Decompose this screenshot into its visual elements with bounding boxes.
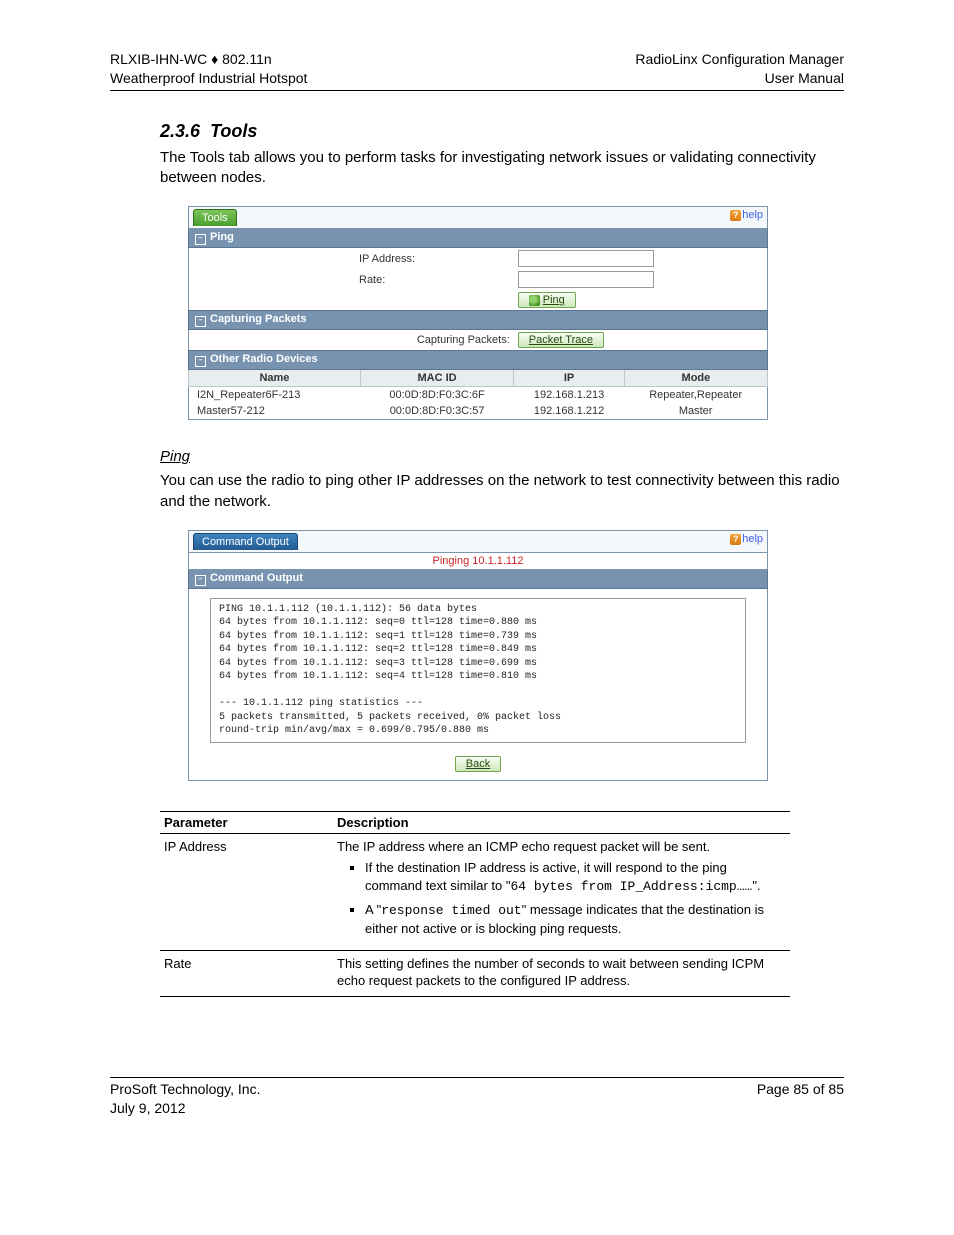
ip-address-label: IP Address: (189, 248, 514, 270)
section-heading: 2.3.6 Tools (160, 121, 844, 142)
param-rate-name: Rate (160, 950, 333, 996)
tab-tools[interactable]: Tools (193, 209, 237, 226)
help-link[interactable]: ?help (730, 533, 763, 545)
back-button[interactable]: Back (455, 756, 501, 772)
param-head-parameter: Parameter (160, 811, 333, 833)
rate-input[interactable] (518, 271, 654, 288)
header-left-1: RLXIB-IHN-WC ♦ 802.11n (110, 50, 307, 69)
help-icon: ? (730, 210, 741, 221)
header-left-2: Weatherproof Industrial Hotspot (110, 69, 307, 88)
col-mode: Mode (624, 370, 767, 387)
param-rate-desc: This setting defines the number of secon… (333, 950, 790, 996)
ip-address-input[interactable] (518, 250, 654, 267)
command-output-text: PING 10.1.1.112 (10.1.1.112): 56 data by… (210, 598, 746, 743)
command-output-panel: Command Output ?help Pinging 10.1.1.112 … (188, 530, 768, 781)
other-devices-section-label: Other Radio Devices (210, 353, 318, 365)
col-ip: IP (514, 370, 625, 387)
ping-button[interactable]: Ping (518, 292, 576, 308)
capturing-section-label: Capturing Packets (210, 313, 307, 325)
header-right-1: RadioLinx Configuration Manager (635, 50, 844, 69)
ping-paragraph: You can use the radio to ping other IP a… (160, 471, 844, 512)
ping-subheading: Ping (160, 448, 844, 465)
packet-trace-button[interactable]: Packet Trace (518, 332, 604, 348)
collapse-icon[interactable]: – (195, 316, 206, 327)
help-link[interactable]: ?help (730, 209, 763, 221)
capturing-label: Capturing Packets: (189, 330, 514, 351)
col-mac: MAC ID (360, 370, 513, 387)
document-footer: ProSoft Technology, Inc. July 9, 2012 Pa… (110, 1077, 844, 1118)
section-number: 2.3.6 (160, 121, 200, 141)
help-icon: ? (730, 534, 741, 545)
intro-paragraph: The Tools tab allows you to perform task… (160, 148, 844, 189)
footer-left-2: July 9, 2012 (110, 1099, 260, 1118)
document-header: RLXIB-IHN-WC ♦ 802.11n Weatherproof Indu… (110, 50, 844, 91)
ping-status: Pinging 10.1.1.112 (189, 552, 768, 569)
param-head-description: Description (333, 811, 790, 833)
device-row: I2N_Repeater6F-213 00:0D:8D:F0:3C:6F 192… (189, 387, 768, 404)
footer-left-1: ProSoft Technology, Inc. (110, 1080, 260, 1099)
ping-section-label: Ping (210, 231, 234, 243)
collapse-icon[interactable]: – (195, 234, 206, 245)
collapse-icon[interactable]: – (195, 356, 206, 367)
device-row: Master57-212 00:0D:8D:F0:3C:57 192.168.1… (189, 403, 768, 420)
footer-page: Page 85 of 85 (757, 1080, 844, 1118)
param-ip-name: IP Address (160, 833, 333, 950)
command-output-section-label: Command Output (210, 572, 303, 584)
rate-label: Rate: (189, 269, 514, 290)
collapse-icon[interactable]: – (195, 575, 206, 586)
param-ip-desc: The IP address where an ICMP echo reques… (333, 833, 790, 950)
ping-icon (529, 295, 540, 306)
section-title: Tools (210, 121, 257, 141)
col-name: Name (189, 370, 361, 387)
param-ip-bullet-2: A "response timed out" message indicates… (365, 901, 786, 937)
param-ip-bullet-1: If the destination IP address is active,… (365, 859, 786, 895)
parameter-table: Parameter Description IP Address The IP … (160, 811, 790, 997)
tab-command-output[interactable]: Command Output (193, 533, 298, 550)
header-right-2: User Manual (635, 69, 844, 88)
tools-panel: Tools ?help –Ping IP Address: Rate: Ping… (188, 206, 768, 420)
